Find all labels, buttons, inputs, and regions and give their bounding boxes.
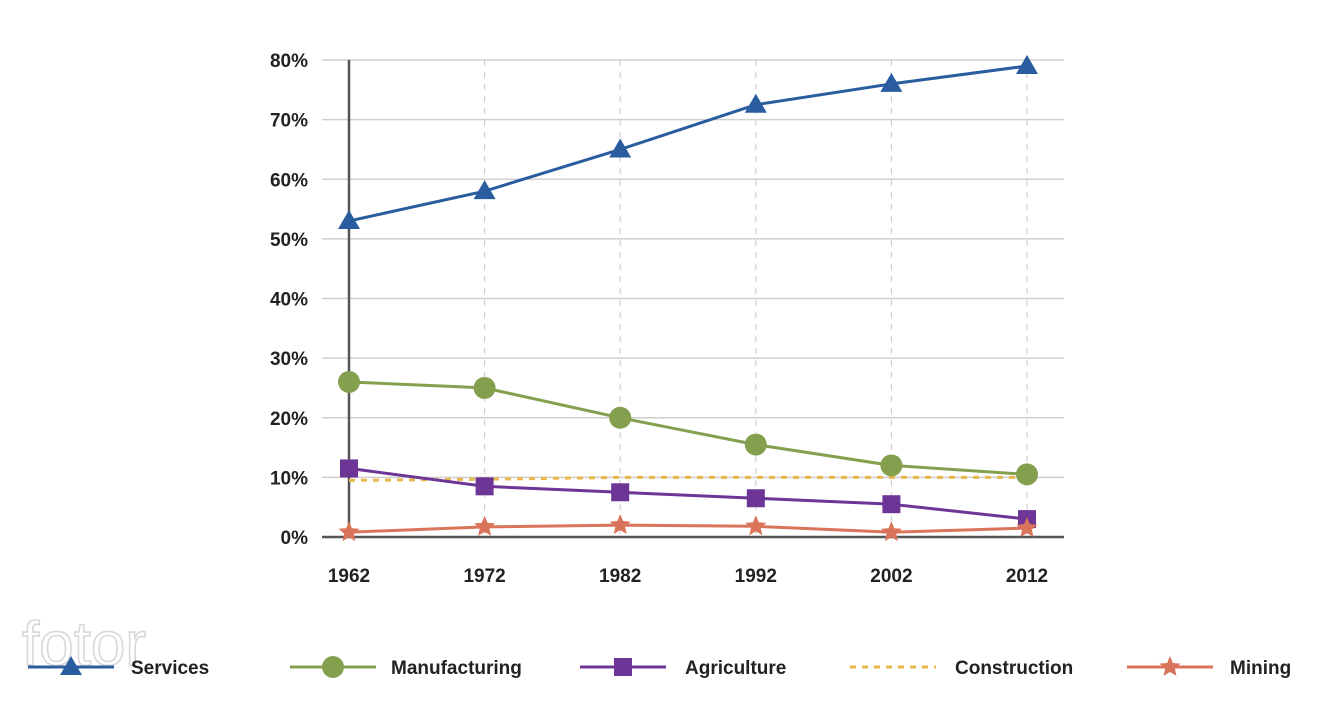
services-line [348, 64, 1028, 223]
y-tick-label: 40% [270, 290, 308, 311]
axes [322, 60, 1064, 539]
series-agriculture [340, 459, 1036, 529]
legend-label: Mining [1230, 658, 1291, 679]
legend-triangle-icon [60, 656, 82, 675]
x-tick-label: 1962 [328, 566, 370, 587]
y-tick-label: 20% [270, 409, 308, 430]
y-tick-label: 50% [270, 230, 308, 251]
services-point [744, 93, 767, 113]
y-tick-label: 10% [270, 468, 308, 489]
legend-star-icon [1159, 656, 1181, 676]
series-mining [338, 514, 1038, 542]
legend-label: Agriculture [685, 658, 786, 679]
x-tick-label: 2012 [1006, 566, 1048, 587]
services-point [609, 138, 632, 158]
services-point [473, 180, 496, 200]
manufacturing-point [473, 376, 496, 399]
mining-point [609, 514, 631, 534]
mining-point [474, 515, 496, 536]
services-point [338, 209, 360, 229]
services-point [880, 72, 903, 92]
mining-line [348, 523, 1028, 534]
legend-label: Manufacturing [391, 658, 522, 679]
x-tick-label: 1992 [735, 566, 777, 587]
legend-circle-icon [322, 656, 344, 678]
manufacturing-point [1016, 463, 1038, 486]
agriculture-point [882, 495, 901, 514]
services-point [1016, 54, 1038, 74]
legend-label: Construction [955, 658, 1073, 679]
mining-point [880, 521, 902, 542]
mining-point [1016, 517, 1038, 537]
legend-item-mining: Mining [1127, 656, 1291, 679]
construction-line [348, 475, 1027, 482]
agriculture-point [475, 477, 494, 496]
mining-point [338, 521, 360, 542]
y-tick-label: 0% [281, 528, 309, 549]
y-tick-label: 30% [270, 349, 308, 370]
series-services [338, 54, 1038, 229]
agriculture-point [746, 489, 765, 508]
legend-item-agriculture: Agriculture [580, 658, 786, 679]
x-tick-label: 1982 [599, 566, 641, 587]
legend-item-construction: Construction [850, 658, 1073, 679]
agriculture-point [340, 459, 358, 478]
legend-square-icon [614, 658, 632, 676]
y-tick-label: 80% [270, 51, 308, 72]
series-manufacturing [338, 370, 1038, 486]
y-tick-label: 60% [270, 170, 308, 191]
legend-item-services: Services [28, 656, 209, 679]
legend-label: Services [131, 658, 209, 679]
series-group [338, 54, 1038, 542]
agriculture-point [611, 483, 630, 502]
x-axis-ticks: 1962 1972 1982 1992 2002 2012 [328, 566, 1048, 587]
grid [322, 59, 1064, 537]
manufacturing-point [609, 406, 632, 429]
y-tick-label: 70% [270, 111, 308, 132]
mining-point [745, 515, 767, 536]
legend: Services Manufacturing Agriculture Construc… [28, 656, 1291, 679]
x-tick-label: 2002 [870, 566, 912, 587]
manufacturing-point [338, 370, 360, 393]
manufacturing-line [348, 380, 1028, 476]
manufacturing-point [744, 433, 767, 456]
y-axis-ticks: 0% 10% 20% 30% 40% 50% 60% 70% 80% [270, 51, 308, 549]
series-construction [348, 475, 1027, 482]
x-tick-label: 1972 [463, 566, 505, 587]
watermark: fotor [22, 610, 146, 679]
manufacturing-point [880, 454, 903, 477]
agriculture-line [348, 466, 1028, 521]
legend-item-manufacturing: Manufacturing [290, 656, 522, 679]
